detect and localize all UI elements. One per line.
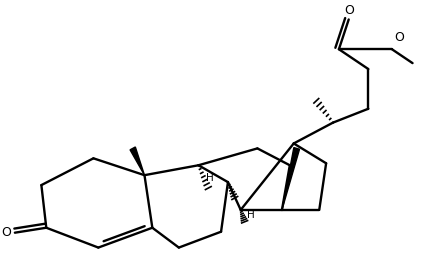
Text: O: O: [2, 226, 12, 239]
Text: H: H: [206, 173, 214, 183]
Polygon shape: [282, 148, 299, 210]
Polygon shape: [130, 147, 144, 175]
Text: H: H: [247, 210, 254, 220]
Text: O: O: [344, 4, 354, 17]
Text: O: O: [394, 31, 404, 44]
